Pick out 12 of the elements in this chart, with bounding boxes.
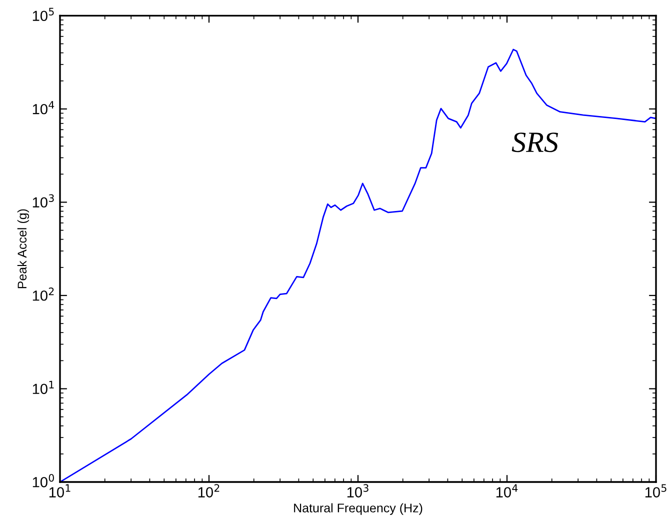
y-tick-label: 10$^{3}$	[32, 194, 54, 208]
x-tick-label: 10$^{4}$	[496, 484, 518, 498]
x-tick-label: 10$^{2}$	[198, 484, 220, 498]
x-axis-title: Natural Frequency (Hz)	[294, 503, 422, 515]
y-axis-title: Peak Accel (g)	[17, 209, 30, 288]
x-tick-label: 10$^{3}$	[347, 484, 368, 498]
y-tick-label: 10$^{1}$	[32, 380, 54, 394]
y-tick-label: 10$^{2}$	[32, 287, 54, 301]
y-tick-label: 10$^{4}$	[32, 101, 54, 114]
y-tick-label: 10$^{5}$	[32, 8, 54, 22]
x-tick-label: 10$^{5}$	[645, 484, 666, 498]
annotation: SRS	[512, 132, 558, 152]
